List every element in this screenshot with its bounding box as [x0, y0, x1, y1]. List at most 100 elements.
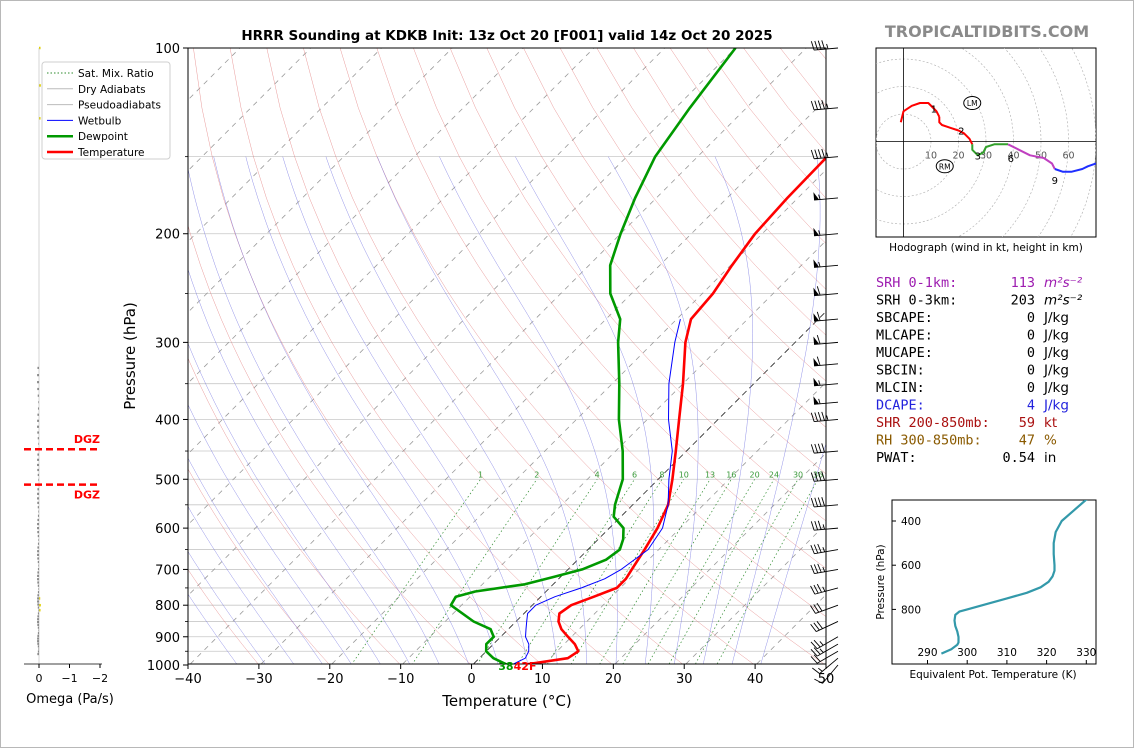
barb-full: [814, 472, 819, 482]
wind-barb: [810, 583, 839, 595]
isotherm-line: [188, 48, 311, 172]
y-tick-label: 700: [155, 563, 180, 578]
barb-full: [813, 604, 820, 613]
index-unit: m²s⁻²: [1044, 293, 1083, 309]
theta-e-x-tick-label: 320: [1037, 647, 1057, 659]
index-unit: in: [1044, 450, 1056, 466]
hodograph-ring-label: 30: [980, 151, 992, 162]
isotherm-line: [188, 48, 595, 455]
index-row: SRH 0-3km: 203 m²s⁻²: [876, 293, 1083, 309]
barb-half: [818, 667, 823, 672]
mixing-ratio-label: 2: [534, 470, 539, 479]
wind-barb: [810, 443, 839, 454]
theta-e-y-tick-label: 400: [901, 516, 921, 528]
wind-barb: [810, 411, 839, 423]
index-unit: J/kg: [1043, 345, 1069, 361]
index-label: DCAPE:: [876, 398, 925, 414]
barb-half: [818, 230, 821, 236]
barb-full: [814, 678, 823, 684]
barb-full: [814, 100, 819, 110]
x-tick-label: −10: [387, 672, 414, 687]
index-label: RH 300-850mb:: [876, 433, 982, 449]
barb-full: [813, 564, 819, 574]
barb-full: [813, 622, 820, 631]
barb-full: [813, 647, 821, 655]
mixing-ratio-line: [570, 479, 685, 664]
index-label: MUCAPE:: [876, 345, 933, 361]
mixing-ratio-label: 16: [726, 470, 736, 479]
index-unit: J/kg: [1043, 328, 1069, 344]
barb-full: [810, 545, 815, 554]
pseudoadiabat: [377, 156, 587, 664]
barb-flag: [813, 357, 820, 366]
index-value: 59: [1019, 415, 1035, 431]
mixing-ratio-label: 10: [679, 470, 689, 479]
hodograph-ring-label: 60: [1062, 151, 1074, 162]
index-value: 0: [1027, 363, 1035, 379]
isotherm-line: [188, 48, 736, 597]
isotherm-line: [188, 48, 524, 384]
wind-barb: [813, 286, 839, 297]
dry-adiabat: [303, 48, 754, 664]
barb-full: [810, 641, 818, 650]
hodograph: 10 20 30 40 50 60 1 2 3 6 9 LM RM: [875, 47, 1097, 238]
mixing-ratio-label: 20: [750, 470, 760, 479]
dry-adiabat: [559, 48, 826, 382]
isotherm-line: [189, 48, 807, 664]
hodograph-height-label: 1: [931, 105, 937, 116]
x-tick-label: −20: [316, 672, 343, 687]
barb-full: [813, 584, 819, 594]
barb-half: [818, 194, 821, 200]
barb-shaft: [814, 568, 839, 575]
theta-e-x-label: Equivalent Pot. Temperature (K): [909, 669, 1076, 681]
wind-barb: [810, 497, 839, 508]
index-unit: %: [1044, 433, 1057, 449]
wind-barb: [813, 356, 839, 367]
barb-shaft: [814, 478, 839, 482]
mixing-ratio-line: [695, 479, 799, 664]
barb-half: [822, 524, 825, 530]
barb-flag: [813, 377, 820, 386]
isotherm-line: [472, 310, 826, 664]
legend: Sat. Mix. Ratio Dry Adiabats Pseudoadiabat…: [41, 61, 171, 160]
skewt-profiles: [449, 48, 826, 664]
index-unit: J/kg: [1043, 310, 1069, 326]
mixing-ratio-line: [411, 479, 538, 664]
barb-half: [822, 586, 826, 592]
barb-full: [810, 41, 815, 51]
storm-motion-marker: [963, 96, 982, 110]
mixing-ratio-line: [351, 479, 481, 664]
barb-full: [812, 667, 820, 674]
barb-flag: [813, 227, 820, 236]
index-value: 0: [1027, 345, 1035, 361]
wind-barb: [810, 621, 839, 633]
mixing-ratio-line: [716, 479, 819, 664]
barb-half: [819, 641, 824, 646]
barb-full: [810, 472, 815, 482]
x-tick-label: −40: [174, 672, 201, 687]
wind-barb: [813, 311, 839, 322]
x-tick-label: 20: [605, 672, 622, 687]
isotherm-line: [188, 48, 382, 243]
storm-motion-marker: [935, 159, 954, 174]
site-watermark: TROPICALTIDBITS.COM: [885, 22, 1089, 41]
mixing-ratio-line: [599, 479, 711, 664]
barb-full: [817, 471, 822, 481]
index-unit: J/kg: [1043, 380, 1069, 396]
barb-flag: [813, 336, 820, 345]
surface-dewpoint-label: 38: [498, 660, 513, 673]
barb-full: [816, 603, 823, 612]
skewt-frame: [187, 47, 827, 665]
hodograph-trace: [1054, 162, 1096, 173]
omega-x-tick-label: 0: [36, 672, 43, 685]
hodograph-ring-label: 20: [952, 151, 964, 162]
pseudoadiabat: [325, 156, 558, 664]
index-unit: m²s⁻²: [1044, 275, 1083, 291]
mixing-ratio-line: [647, 479, 755, 664]
hodograph-caption: Hodograph (wind in kt, height in km): [889, 242, 1083, 254]
hodograph-trace: [938, 116, 974, 145]
barb-full: [810, 521, 815, 531]
barb-full: [821, 411, 825, 421]
barb-shaft: [814, 549, 839, 555]
wind-barb: [810, 148, 839, 160]
